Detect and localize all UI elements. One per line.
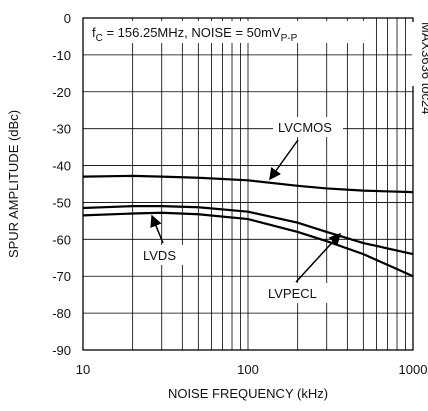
series-line [82, 205, 414, 256]
y-tick-label: -90 [52, 343, 71, 358]
series-line [82, 211, 414, 278]
label-bg [273, 117, 343, 137]
x-tick-label: 1000 [399, 362, 428, 377]
y-tick-label: -20 [52, 85, 71, 100]
x-tick-label: 10 [76, 362, 90, 377]
subtitle-part: = 156.25MHz, NOISE = 50mV [103, 25, 281, 40]
y-axis-label: SPUR AMPLITUDE (dBc) [6, 110, 21, 258]
x-axis-label: NOISE FREQUENCY (kHz) [168, 386, 328, 401]
subtitle-part: C [96, 33, 103, 44]
arrow [269, 139, 299, 181]
y-tick-label: -40 [52, 159, 71, 174]
side-label-bg [412, 22, 426, 86]
y-tick-label: -60 [52, 232, 71, 247]
side-label: MAX3636 toc24 [419, 22, 428, 115]
x-tick-label: 100 [237, 362, 259, 377]
y-tick-label: -50 [52, 195, 71, 210]
subtitle-part: P-P [281, 33, 298, 44]
series-label: LVPECL [268, 286, 317, 301]
series-label: LVCMOS [278, 120, 332, 135]
plot-frame [82, 17, 414, 351]
y-tick-label: -70 [52, 269, 71, 284]
y-tick-label: -30 [52, 122, 71, 137]
series-line [82, 174, 414, 194]
subtitle-part: f [92, 25, 96, 40]
subtitle-bg [86, 21, 368, 43]
subtitle: fC = 156.25MHz, NOISE = 50mVP-P [92, 25, 298, 44]
y-tick-label: 0 [64, 11, 71, 26]
series-label: LVDS [143, 248, 176, 263]
label-bg [264, 283, 330, 303]
label-bg [140, 245, 184, 265]
arrow [295, 232, 342, 283]
y-tick-label: -10 [52, 48, 71, 63]
y-tick-label: -80 [52, 306, 71, 321]
arrow [150, 214, 164, 244]
